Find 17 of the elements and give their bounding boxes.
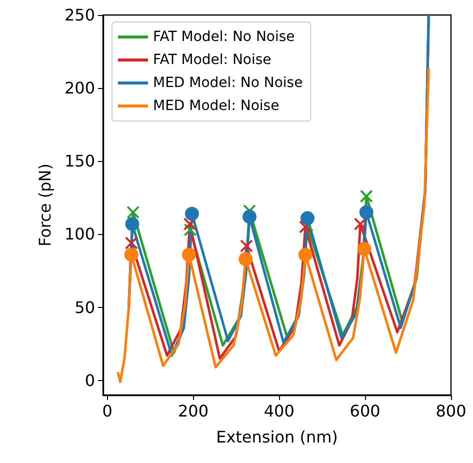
legend-label: FAT Model: No Noise [153,29,295,45]
y-tick-label: 200 [64,78,95,98]
y-tick-label: 50 [74,298,95,317]
x-tick-label: 600 [350,402,380,420]
y-tick-label: 100 [64,224,95,244]
legend-label: MED Model: Noise [153,98,280,114]
x-tick-label: 800 [436,402,466,420]
legend-label: FAT Model: Noise [153,52,272,68]
x-axis-title: Extension (nm) [216,428,338,446]
y-axis-title: Force (pN) [36,164,54,246]
x-tick-label: 0 [102,402,112,420]
legend-label: MED Model: No Noise [153,75,303,91]
y-tick-label: 150 [64,152,95,171]
x-tick-label: 400 [264,402,294,420]
y-tick-label: 0 [84,370,95,390]
x-tick-label: 200 [178,402,208,420]
y-tick-label: 250 [64,6,95,24]
